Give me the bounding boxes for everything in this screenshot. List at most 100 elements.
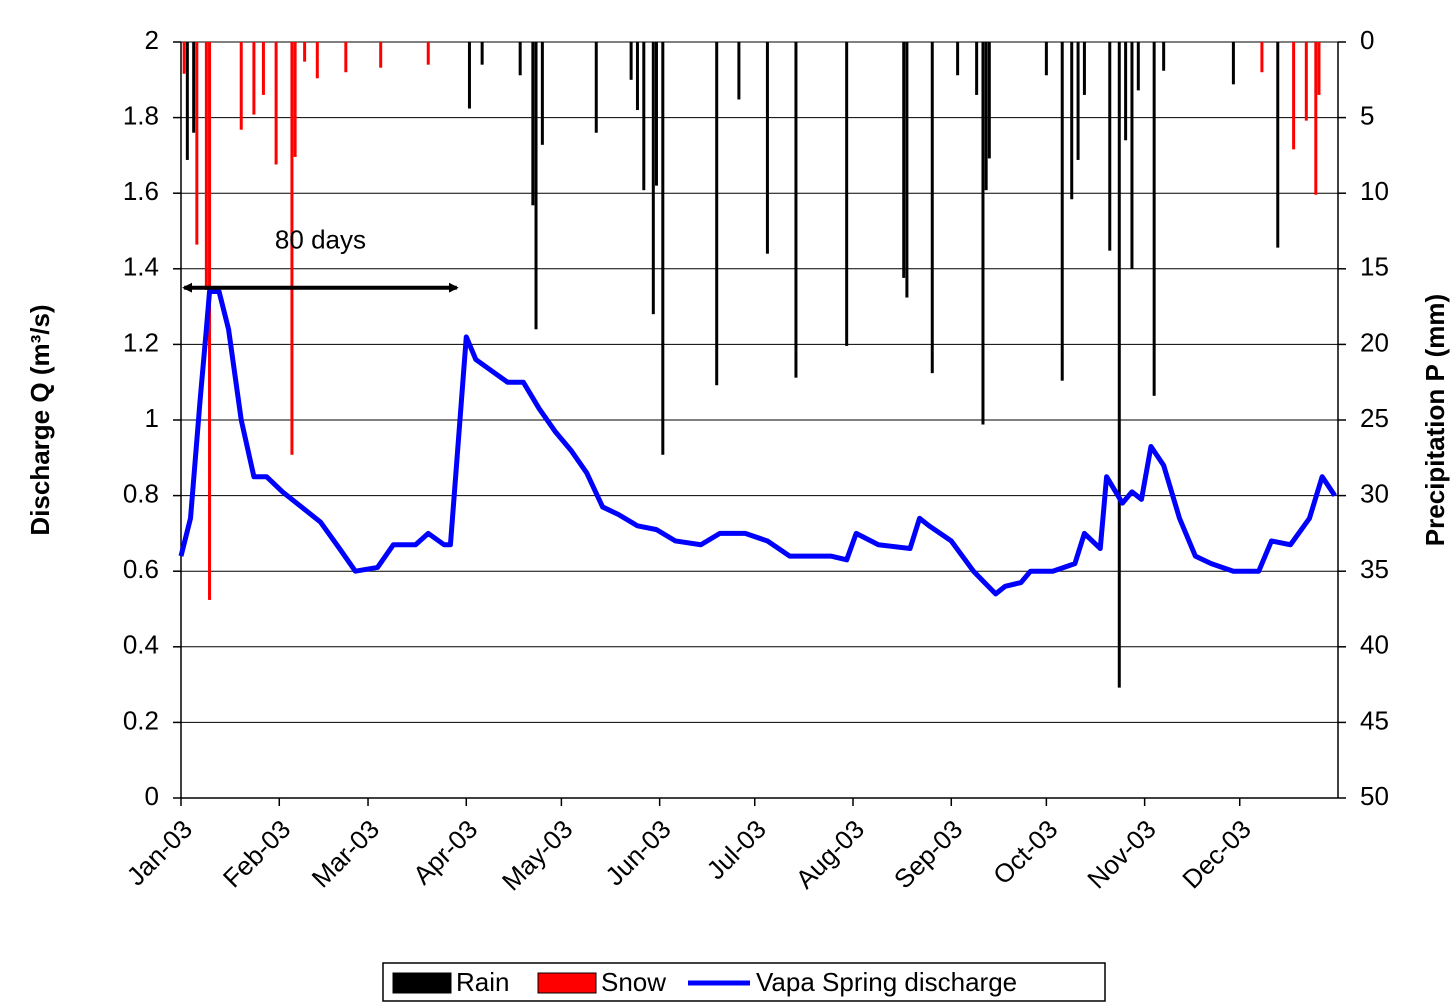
bar <box>1152 42 1156 396</box>
y2-tick-label: 0 <box>1360 25 1374 55</box>
bar <box>540 42 544 145</box>
bar <box>635 42 639 111</box>
x-tick-label: May-03 <box>496 814 579 897</box>
y-tick-label: 0.6 <box>123 554 159 584</box>
bar <box>1044 42 1048 76</box>
bar <box>185 42 189 160</box>
bar <box>1292 42 1296 150</box>
bar <box>981 42 985 425</box>
y2-tick-label: 40 <box>1360 630 1389 660</box>
y2-tick-label: 20 <box>1360 327 1389 357</box>
y-axis-label: Discharge Q (m³/s) <box>25 304 55 535</box>
bar <box>1117 42 1121 688</box>
bar <box>182 42 186 74</box>
bar <box>293 42 297 157</box>
x-tick-label: Mar-03 <box>306 814 385 893</box>
line <box>178 288 1337 597</box>
y2-tick-label: 10 <box>1360 176 1389 206</box>
bar <box>845 42 849 346</box>
x-tick-label: Apr-03 <box>407 814 483 890</box>
bar <box>1276 42 1280 248</box>
x-tick-label: Dec-03 <box>1176 814 1256 894</box>
x-tick-label: Jun-03 <box>599 814 676 891</box>
bar <box>303 42 307 62</box>
x-tick-label: Sep-03 <box>888 814 968 894</box>
bar <box>1060 42 1064 381</box>
bar <box>794 42 798 378</box>
bar <box>1304 42 1308 121</box>
bar <box>1076 42 1080 160</box>
bar <box>902 42 906 278</box>
bar <box>1260 42 1264 73</box>
bar <box>379 42 383 68</box>
bar <box>534 42 538 330</box>
x-tick-label: Aug-03 <box>790 814 870 894</box>
bar <box>467 42 471 109</box>
bar <box>1108 42 1112 251</box>
legend-swatch <box>392 972 452 994</box>
bar <box>1314 42 1318 195</box>
y2-tick-label: 5 <box>1360 100 1374 130</box>
bar <box>654 42 658 186</box>
annotation-text: 80 days <box>275 225 366 255</box>
bar <box>192 42 196 133</box>
y-tick-label: 0.4 <box>123 630 159 660</box>
bar <box>1130 42 1134 269</box>
bar <box>518 42 522 76</box>
x-tick-label: Feb-03 <box>217 814 296 893</box>
legend-label: Vapa Spring discharge <box>756 967 1017 997</box>
bar <box>737 42 741 100</box>
y-tick-label: 1.6 <box>123 176 159 206</box>
x-tick-label: Jan-03 <box>121 814 198 891</box>
y-tick-label: 1.8 <box>123 100 159 130</box>
legend-label: Snow <box>601 967 666 997</box>
bar <box>651 42 655 315</box>
y-tick-label: 0 <box>145 781 159 811</box>
bar <box>594 42 598 133</box>
bar <box>1082 42 1086 95</box>
bar <box>315 42 319 79</box>
y-tick-label: 1.4 <box>123 252 159 282</box>
bar <box>290 42 294 455</box>
x-tick-label: Nov-03 <box>1081 814 1161 894</box>
y-tick-label: 0.2 <box>123 705 159 735</box>
bar <box>629 42 633 80</box>
bar <box>984 42 988 191</box>
y2-tick-label: 30 <box>1360 478 1389 508</box>
legend-swatch <box>537 972 597 994</box>
x-tick-label: Oct-03 <box>987 814 1063 890</box>
bar <box>1231 42 1235 85</box>
legend-label: Rain <box>456 967 509 997</box>
y-tick-label: 1.2 <box>123 327 159 357</box>
bar <box>274 42 278 165</box>
y2-tick-label: 45 <box>1360 705 1389 735</box>
y2-tick-label: 35 <box>1360 554 1389 584</box>
y-tick-label: 0.8 <box>123 478 159 508</box>
bar <box>204 42 208 290</box>
x-tick-label: Jul-03 <box>701 814 772 885</box>
y2-tick-label: 50 <box>1360 781 1389 811</box>
bar <box>480 42 484 65</box>
bar <box>975 42 979 95</box>
bar <box>1162 42 1166 71</box>
bar <box>531 42 535 206</box>
bar <box>426 42 430 65</box>
bar <box>1317 42 1321 95</box>
y-tick-label: 1 <box>145 403 159 433</box>
bar <box>239 42 243 130</box>
bar <box>715 42 719 386</box>
bar <box>344 42 348 73</box>
bar <box>252 42 256 115</box>
bar <box>987 42 991 159</box>
bar <box>930 42 934 374</box>
bar <box>261 42 265 95</box>
bar <box>905 42 909 298</box>
y2-axis-label: Precipitation P (mm) <box>1420 294 1450 546</box>
bar <box>1136 42 1140 91</box>
y-tick-label: 2 <box>145 25 159 55</box>
bar <box>1070 42 1074 200</box>
bar <box>642 42 646 191</box>
bar <box>765 42 769 254</box>
y2-tick-label: 15 <box>1360 252 1389 282</box>
